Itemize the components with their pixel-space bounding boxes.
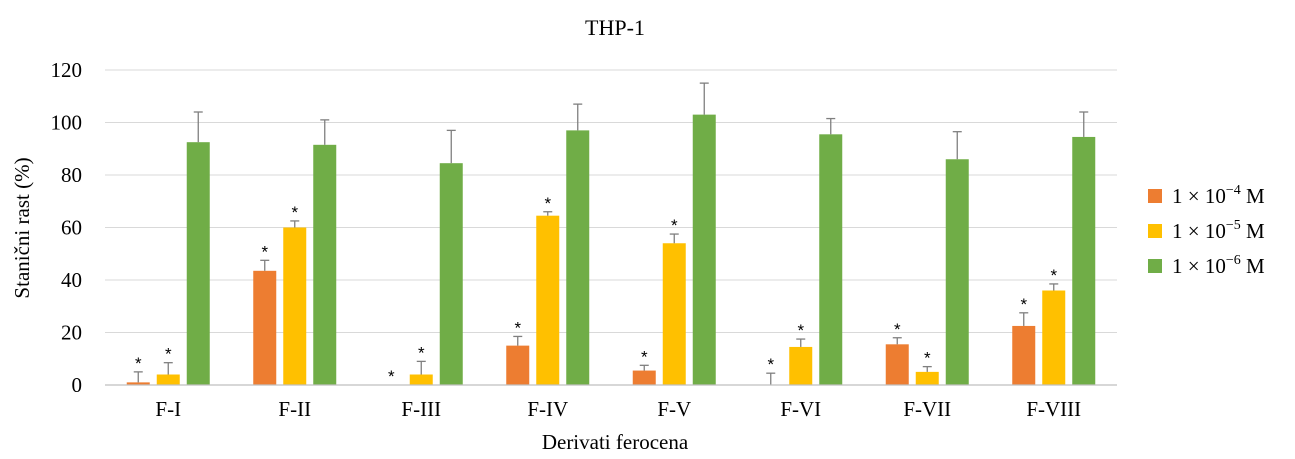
y-axis-ticks: 0 20 40 60 80 100 120 (51, 58, 83, 397)
x-axis-ticks: F-I F-II F-III F-IV F-V F-VI F-VII F-VIII (155, 397, 1081, 421)
error-bars (133, 82, 1089, 385)
x-tick-label: F-V (657, 397, 691, 421)
y-tick-label: 100 (51, 111, 83, 135)
bar (253, 270, 277, 385)
bar (819, 134, 843, 385)
bar (313, 144, 337, 385)
significance-star: * (894, 320, 901, 339)
significance-star: * (135, 354, 142, 373)
x-tick-label: F-IV (527, 397, 568, 421)
bar (566, 130, 590, 385)
significance-star: * (514, 318, 521, 337)
bar (186, 142, 210, 385)
significance-star: * (418, 343, 425, 362)
y-tick-label: 40 (61, 268, 82, 292)
x-tick-label: F-I (155, 397, 181, 421)
bar (632, 370, 656, 385)
significance-star: * (671, 216, 678, 235)
bar (506, 345, 530, 385)
legend-swatch (1148, 189, 1162, 203)
bar (536, 215, 560, 385)
bar (1072, 136, 1096, 385)
significance-star: * (924, 349, 931, 368)
legend-label: 1 × 10−4 M (1172, 183, 1265, 208)
bar (662, 243, 686, 385)
significance-star: * (261, 242, 268, 261)
significance-star: * (641, 347, 648, 366)
chart-title: THP-1 (585, 15, 645, 40)
y-axis-label: Stanični rast (%) (10, 157, 34, 298)
significance-star: * (165, 345, 172, 364)
x-tick-label: F-III (401, 397, 441, 421)
bar (1012, 325, 1036, 385)
legend-swatch (1148, 224, 1162, 238)
significance-markers: * * * * * * * * * * * * * * * * (135, 194, 1058, 386)
x-tick-label: F-II (278, 397, 311, 421)
bar (885, 344, 909, 385)
x-axis-label: Derivati ferocena (542, 430, 689, 454)
y-tick-label: 80 (61, 163, 82, 187)
bar (915, 371, 939, 385)
y-tick-label: 60 (61, 216, 82, 240)
significance-star: * (544, 194, 551, 213)
significance-star: * (388, 367, 395, 386)
bars (126, 114, 1096, 385)
significance-star: * (767, 355, 774, 374)
x-tick-label: F-VII (903, 397, 951, 421)
legend-label: 1 × 10−6 M (1172, 253, 1265, 278)
x-tick-label: F-VIII (1026, 397, 1081, 421)
y-tick-label: 20 (61, 321, 82, 345)
legend: 1 × 10−4 M 1 × 10−5 M 1 × 10−6 M (1148, 183, 1265, 278)
bar (692, 114, 716, 385)
bar (945, 159, 969, 385)
bar (156, 374, 180, 385)
legend-swatch (1148, 259, 1162, 273)
bar (1042, 290, 1066, 385)
y-tick-label: 120 (51, 58, 83, 82)
bar (789, 346, 813, 385)
bar (126, 382, 150, 385)
significance-star: * (1020, 295, 1027, 314)
bar (439, 163, 463, 385)
y-tick-label: 0 (72, 373, 83, 397)
x-tick-label: F-VI (780, 397, 821, 421)
significance-star: * (1050, 266, 1057, 285)
legend-label: 1 × 10−5 M (1172, 218, 1265, 243)
bar (409, 374, 433, 385)
significance-star: * (797, 321, 804, 340)
bar (283, 227, 307, 385)
significance-star: * (291, 203, 298, 222)
